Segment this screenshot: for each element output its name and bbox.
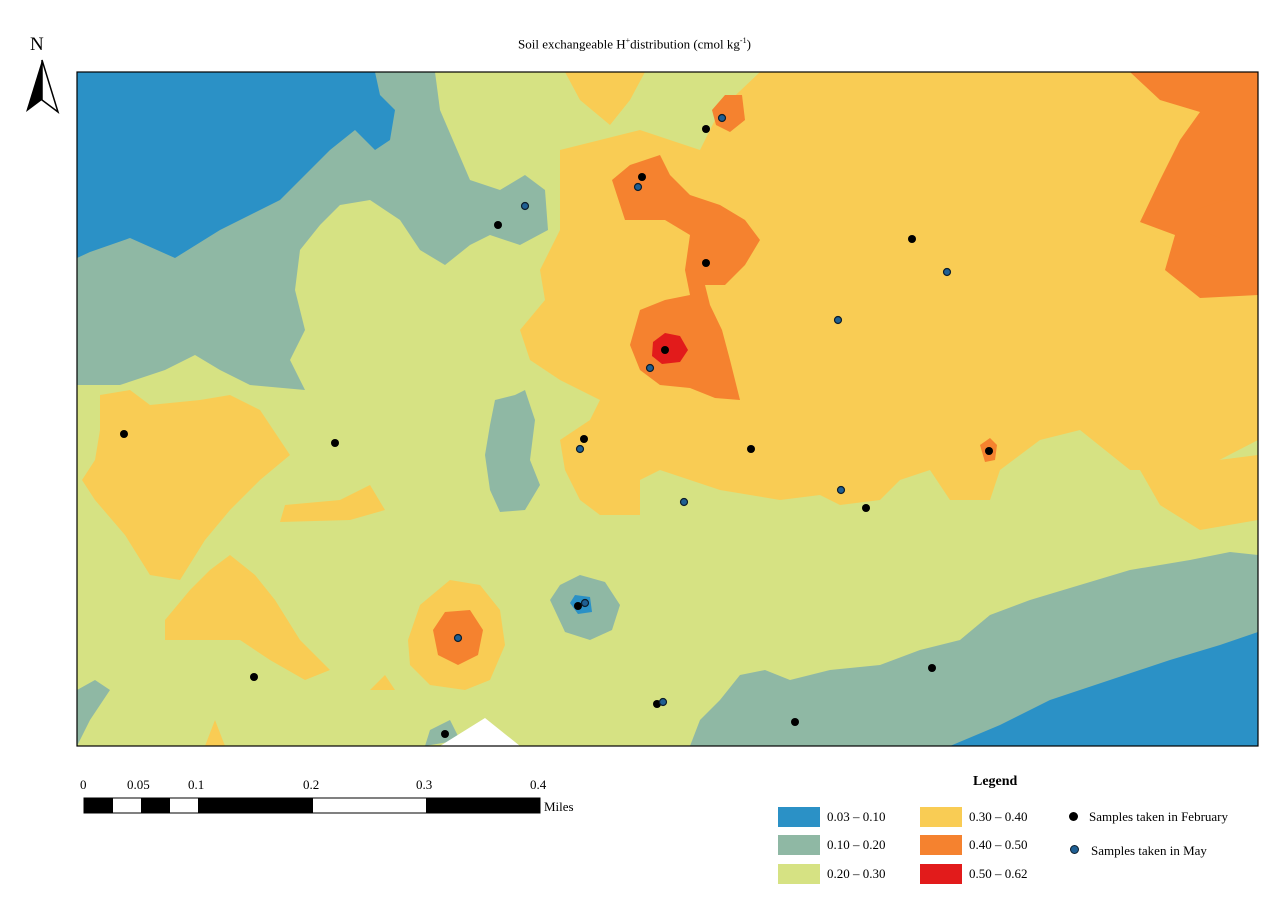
sample-may (836, 485, 846, 495)
legend-february-dot-icon (1069, 812, 1078, 821)
sample-may (645, 363, 655, 373)
sample-feb (747, 445, 755, 453)
legend-swatch-5 (920, 835, 962, 855)
nodata-notch (440, 718, 520, 746)
sample-feb (908, 235, 916, 243)
legend-label-2: 0.10 – 0.20 (827, 837, 886, 852)
sample-may (833, 315, 843, 325)
sample-may (679, 497, 689, 507)
legend-may-label: Samples taken in May (1091, 843, 1207, 858)
north-label: N (30, 34, 44, 55)
legend-february-label: Samples taken in February (1089, 809, 1228, 824)
sample-feb (331, 439, 339, 447)
sample-feb (580, 435, 588, 443)
sample-feb (638, 173, 646, 181)
zone-050-062 (652, 333, 688, 364)
legend-label-6: 0.50 – 0.62 (969, 866, 1028, 881)
zone-030-040-west (82, 390, 290, 580)
sample-may (575, 444, 585, 454)
legend-label-1: 0.03 – 0.10 (827, 809, 886, 824)
north-arrow-icon (26, 59, 60, 114)
map-title: Soil exchangeable H+distribution (cmol k… (518, 36, 751, 52)
sample-feb (441, 730, 449, 738)
legend-label-4: 0.30 – 0.40 (969, 809, 1028, 824)
zone-003-010-southeast (950, 632, 1258, 746)
sample-may (658, 697, 668, 707)
legend-title: Legend (973, 774, 1018, 789)
sample-feb (250, 673, 258, 681)
zone-030-040-southwest (165, 555, 330, 680)
sample-feb (661, 346, 669, 354)
zone-030-040 (520, 72, 1258, 515)
legend-swatch-2 (778, 835, 820, 855)
scale-label-0-1: 0.1 (188, 777, 205, 792)
zone-040-050-central (612, 155, 760, 400)
zone-030-040-north (565, 72, 645, 125)
scale-label-0-4: 0.4 (530, 777, 547, 792)
legend-swatch-1 (778, 807, 820, 827)
zone-010-020-southwest (77, 680, 110, 746)
legend-swatch-4 (920, 807, 962, 827)
scale-label-0: 0 (80, 777, 87, 792)
legend-label-5: 0.40 – 0.50 (969, 837, 1028, 852)
zone-030-040-strip (280, 485, 385, 522)
sample-feb (120, 430, 128, 438)
sample-feb (702, 259, 710, 267)
sample-feb (928, 664, 936, 672)
scale-bar (83, 797, 541, 814)
sample-feb (574, 602, 582, 610)
zone-040-050-northeast (1130, 72, 1258, 298)
scale-label-0-2: 0.2 (303, 777, 320, 792)
scale-label-0-3: 0.3 (416, 777, 433, 792)
zone-030-040-east (1140, 455, 1258, 530)
sample-may (520, 201, 530, 211)
legend-may-dot-icon (1070, 845, 1079, 854)
legend-swatch-6 (920, 864, 962, 884)
legend-swatch-3 (778, 864, 820, 884)
zone-003-010-northwest (77, 72, 395, 258)
zone-010-020-central (485, 390, 540, 512)
scale-label-0-05: 0.05 (127, 777, 150, 792)
sample-may (453, 633, 463, 643)
sample-feb (985, 447, 993, 455)
sample-feb (494, 221, 502, 229)
map-surface (77, 72, 1258, 746)
sample-may (633, 182, 643, 192)
legend-label-3: 0.20 – 0.30 (827, 866, 886, 881)
scale-unit: Miles (544, 799, 574, 814)
sample-feb (702, 125, 710, 133)
february-samples (120, 125, 993, 738)
sample-may (942, 267, 952, 277)
sample-feb (791, 718, 799, 726)
zone-040-050-north (712, 95, 745, 132)
sample-may (580, 598, 590, 608)
may-samples (453, 113, 952, 707)
zone-030-040-small-s (370, 675, 395, 690)
zone-040-050-northeast-2 (1195, 200, 1258, 240)
sample-may (717, 113, 727, 123)
map-frame (76, 71, 1259, 747)
sample-feb (862, 504, 870, 512)
zone-030-040-small-sw (205, 720, 225, 746)
